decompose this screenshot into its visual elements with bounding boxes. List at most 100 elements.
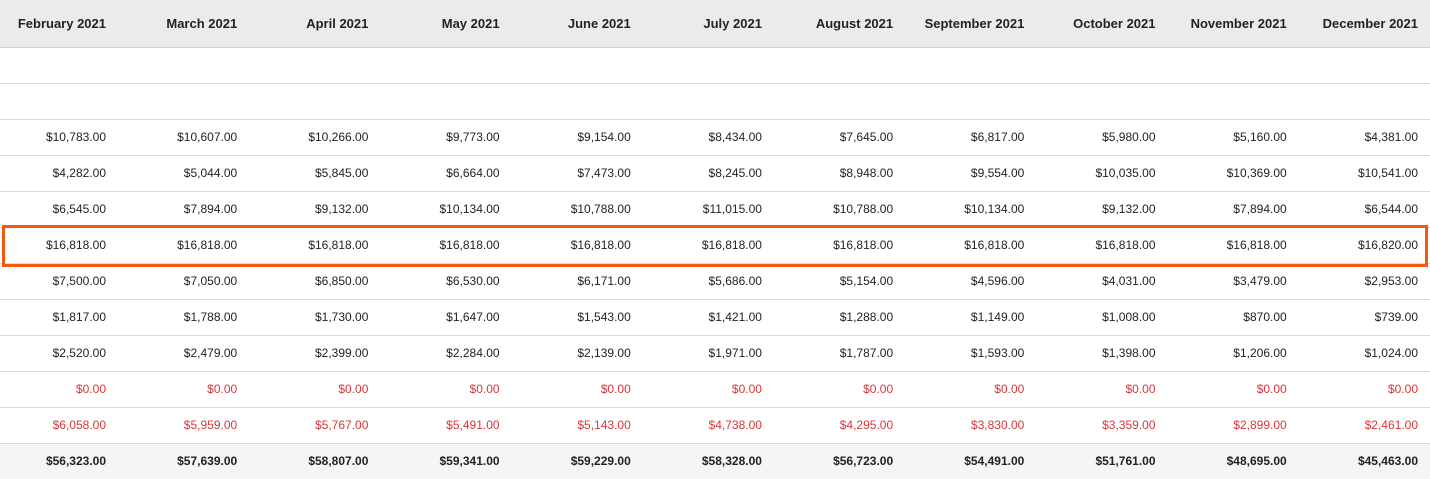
table-cell: $16,818.00 — [773, 227, 906, 264]
table-cell: $5,154.00 — [773, 263, 906, 300]
table-cell — [1167, 47, 1299, 84]
table-body: $10,783.00 $10,607.00 $10,266.00 $9,773.00 $… — [0, 47, 1430, 479]
table-cell: $4,596.00 — [905, 263, 1037, 300]
table-cell: $16,818.00 — [511, 227, 643, 264]
table-cell: $0.00 — [905, 371, 1037, 408]
table-cell: $7,894.00 — [118, 191, 250, 228]
table-cell: $54,491.00 — [964, 454, 1025, 469]
table-cell: $10,783.00 — [0, 119, 118, 156]
table-cell: $1,024.00 — [1298, 335, 1430, 372]
table-cell: $2,461.00 — [1298, 407, 1430, 444]
table-cell: $3,830.00 — [905, 407, 1037, 444]
table-cell: $8,434.00 — [642, 119, 774, 156]
column-header[interactable]: December 2021 — [1298, 0, 1430, 48]
table-cell: $5,686.00 — [642, 263, 774, 300]
table-cell: $48,695.00 — [1226, 454, 1287, 469]
table-cell: $9,132.00 — [249, 191, 381, 228]
table-row: $6,058.00 $5,959.00 $5,767.00 $5,491.00 $5,1… — [0, 407, 1430, 444]
table-cell: $5,959.00 — [118, 407, 250, 444]
table-cell — [905, 83, 1037, 120]
table-cell: $16,818.00 — [249, 227, 381, 264]
table-cell — [773, 83, 906, 120]
table-cell: $7,473.00 — [511, 155, 643, 192]
column-header[interactable]: July 2021 — [642, 0, 774, 48]
table-cell: $739.00 — [1298, 299, 1430, 336]
table-cell: $1,008.00 — [1036, 299, 1168, 336]
table-cell: $0.00 — [1298, 371, 1430, 408]
table-cell — [1298, 47, 1430, 84]
table-cell — [1298, 83, 1430, 120]
table-cell: $5,143.00 — [511, 407, 643, 444]
table-cell: $59,341.00 — [439, 454, 500, 469]
table-cell: $45,463.00 — [1357, 454, 1418, 469]
table-cell: $10,369.00 — [1167, 155, 1299, 192]
table-cell: $6,850.00 — [249, 263, 381, 300]
table-cell: $16,818.00 — [0, 227, 118, 264]
table-cell: $870.00 — [1167, 299, 1299, 336]
table-cell: $2,284.00 — [380, 335, 512, 372]
table-header-row: February 2021 March 2021 April 2021 May 202… — [0, 0, 1430, 48]
table-row: $2,520.00 $2,479.00 $2,399.00 $2,284.00 $2,1… — [0, 335, 1430, 372]
table-cell: $9,132.00 — [1036, 191, 1168, 228]
table-cell — [511, 83, 643, 120]
table-cell: $4,738.00 — [642, 407, 774, 444]
column-header[interactable]: May 2021 — [380, 0, 512, 48]
table-cell: $10,788.00 — [773, 191, 906, 228]
table-cell: $7,500.00 — [0, 263, 118, 300]
table-cell: $1,421.00 — [642, 299, 774, 336]
table-cell — [118, 83, 250, 120]
table-cell: $4,031.00 — [1036, 263, 1168, 300]
column-header[interactable]: August 2021 — [773, 0, 906, 48]
table-cell: $51,761.00 — [1095, 454, 1156, 469]
table-cell: $10,788.00 — [511, 191, 643, 228]
table-cell: $8,948.00 — [773, 155, 906, 192]
table-cell: $16,818.00 — [905, 227, 1037, 264]
table-cell: $3,359.00 — [1036, 407, 1168, 444]
table-cell: $9,154.00 — [511, 119, 643, 156]
table-cell: $1,398.00 — [1036, 335, 1168, 372]
table-cell: $6,058.00 — [0, 407, 118, 444]
table-row: $6,545.00 $7,894.00 $9,132.00 $10,134.00 $10… — [0, 191, 1430, 228]
table-cell — [0, 47, 118, 84]
table-cell: $2,520.00 — [0, 335, 118, 372]
column-header[interactable]: February 2021 — [0, 0, 118, 48]
table-cell: $6,544.00 — [1298, 191, 1430, 228]
table-cell: $59,229.00 — [570, 454, 631, 469]
table-cell: $16,818.00 — [642, 227, 774, 264]
column-header[interactable]: November 2021 — [1167, 0, 1299, 48]
table-cell: $56,723.00 — [833, 454, 894, 469]
table-cell: $5,044.00 — [118, 155, 250, 192]
table-cell: $1,787.00 — [773, 335, 906, 372]
table-cell — [118, 47, 250, 84]
table-cell: $0.00 — [118, 371, 250, 408]
column-header[interactable]: March 2021 — [118, 0, 250, 48]
table-cell — [249, 83, 381, 120]
table-cell: $3,479.00 — [1167, 263, 1299, 300]
table-cell: $6,545.00 — [0, 191, 118, 228]
column-header[interactable]: September 2021 — [905, 0, 1037, 48]
table-cell: $6,530.00 — [380, 263, 512, 300]
table-row: $10,783.00 $10,607.00 $10,266.00 $9,773.00 $… — [0, 119, 1430, 156]
table-cell: $11,015.00 — [642, 191, 774, 228]
total-row: $56,323.00 $57,639.00 $58,807.00 $59,341.00… — [0, 443, 1430, 479]
table-cell: $4,381.00 — [1298, 119, 1430, 156]
table-cell: $0.00 — [642, 371, 774, 408]
table-cell: $6,171.00 — [511, 263, 643, 300]
column-header[interactable]: April 2021 — [249, 0, 381, 48]
column-header[interactable]: June 2021 — [511, 0, 643, 48]
column-header[interactable]: October 2021 — [1036, 0, 1168, 48]
table-cell: $1,647.00 — [380, 299, 512, 336]
table-cell — [905, 47, 1037, 84]
table-cell: $56,323.00 — [45, 454, 106, 469]
table-cell: $5,160.00 — [1167, 119, 1299, 156]
table-cell: $1,788.00 — [118, 299, 250, 336]
table-cell: $2,953.00 — [1298, 263, 1430, 300]
table-cell: $1,543.00 — [511, 299, 643, 336]
table-cell — [0, 83, 118, 120]
table-cell: $16,820.00 — [1298, 227, 1430, 264]
table-cell — [1167, 83, 1299, 120]
table-cell: $1,971.00 — [642, 335, 774, 372]
table-cell: $16,818.00 — [1167, 227, 1299, 264]
table-cell: $16,818.00 — [1036, 227, 1168, 264]
